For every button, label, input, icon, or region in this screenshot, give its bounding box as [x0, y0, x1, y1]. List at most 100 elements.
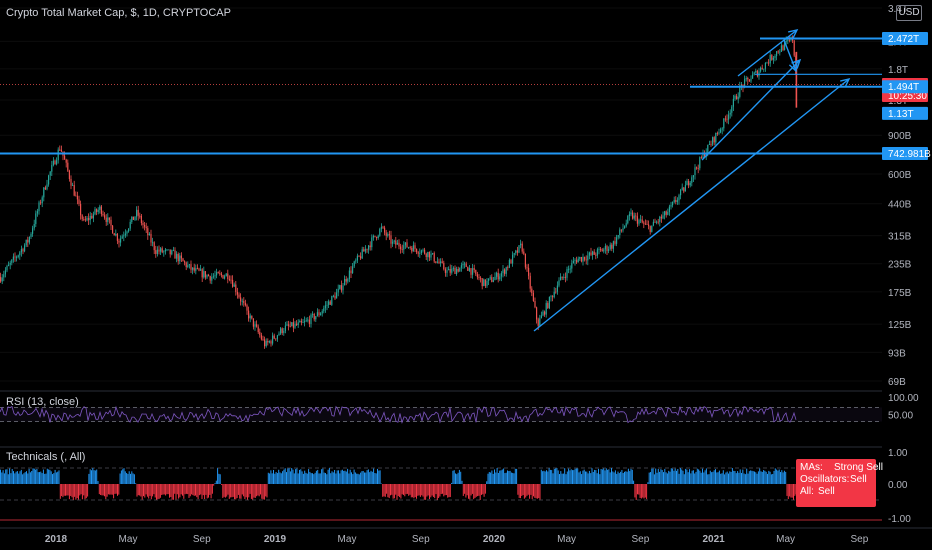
tech-bar [384, 484, 386, 497]
candle-body [310, 314, 312, 324]
tech-bar [717, 472, 719, 484]
tech-bar [323, 472, 325, 484]
tech-bar [592, 471, 594, 484]
time-axis[interactable]: 2018 May Sep 2019 May Sep 2020 May Sep 2021 May Sep [0, 527, 932, 545]
candle-body [214, 275, 216, 277]
candle-body [542, 311, 544, 316]
tech-bar [345, 471, 347, 484]
tech-bar [726, 471, 728, 484]
candle [403, 241, 405, 255]
tech-bar [739, 469, 741, 484]
candle-body [350, 270, 352, 274]
tech-bar [539, 484, 541, 500]
tech-bar [94, 470, 96, 484]
tech-bar [496, 468, 498, 484]
tech-bar [631, 469, 633, 484]
tech-bar [366, 470, 368, 484]
candle-body [369, 245, 371, 248]
candle-body [273, 335, 275, 339]
candle [419, 248, 421, 258]
tech-bar [471, 484, 473, 494]
tech-bar [600, 469, 602, 484]
candle-body [41, 197, 43, 204]
candle-body [507, 267, 509, 269]
candle-body [644, 223, 646, 225]
tech-bar [453, 470, 455, 484]
candle [152, 237, 154, 247]
tech-bar [757, 471, 759, 484]
candle [318, 309, 320, 318]
tech-bar [582, 470, 584, 484]
tech-bar [369, 472, 371, 484]
candle [200, 264, 202, 271]
candle-body [654, 221, 656, 223]
candle [339, 284, 341, 290]
candle [286, 321, 288, 327]
candle-body [556, 285, 558, 292]
tech-bar [653, 474, 655, 484]
candle [521, 241, 523, 254]
candle [337, 284, 339, 297]
candle [700, 155, 702, 159]
candle-body [232, 279, 234, 287]
candle [681, 183, 683, 191]
candle [457, 266, 459, 273]
candle-body [302, 322, 304, 324]
candle [699, 156, 701, 171]
candle [283, 327, 285, 336]
candle-body [9, 262, 11, 265]
candle [275, 338, 277, 342]
candle-body [459, 267, 461, 272]
candle-body [177, 253, 179, 262]
candle-body [230, 279, 232, 281]
candle [353, 260, 355, 269]
candle [142, 220, 144, 229]
candle-body [353, 261, 355, 267]
candle [396, 239, 398, 245]
tech-bar [52, 474, 53, 484]
candle-body [715, 132, 717, 143]
tech-bar [91, 470, 92, 484]
tech-bar [510, 472, 512, 484]
tech-bar [781, 470, 783, 484]
tech-bar [241, 484, 243, 495]
candle [577, 256, 579, 263]
price-label-text: 1.13T [888, 109, 914, 120]
tech-bar [715, 469, 716, 484]
candle-body [492, 280, 494, 282]
tech-bar [785, 471, 787, 484]
tech-bar [61, 484, 63, 497]
candle-body [756, 70, 758, 77]
tech-bar [235, 484, 237, 500]
candle-body [251, 315, 253, 319]
tech-bar [198, 484, 200, 496]
candle [70, 175, 72, 190]
tech-bar [10, 473, 12, 484]
horizontal-levels[interactable] [0, 37, 882, 155]
candle-body [134, 216, 136, 220]
candle [265, 338, 267, 348]
candle-body [323, 308, 325, 312]
candle-body [64, 155, 66, 160]
tech-bar [54, 469, 56, 484]
candle-body [574, 260, 576, 262]
currency-button[interactable]: USD [896, 5, 922, 21]
candle [273, 333, 275, 340]
tech-bar [66, 484, 68, 496]
tech-bar [24, 472, 26, 484]
candle [446, 267, 448, 277]
tech-bar [760, 471, 762, 484]
candle [771, 54, 773, 61]
tech-bar [477, 484, 479, 497]
candle-body [112, 225, 114, 234]
candle [9, 260, 11, 270]
candle [107, 213, 109, 226]
candle [499, 273, 501, 282]
candle [144, 222, 146, 231]
tech-bar [210, 484, 212, 499]
candle [539, 314, 541, 327]
candle [566, 266, 568, 281]
tech-bar [392, 484, 394, 499]
candle [609, 242, 611, 251]
